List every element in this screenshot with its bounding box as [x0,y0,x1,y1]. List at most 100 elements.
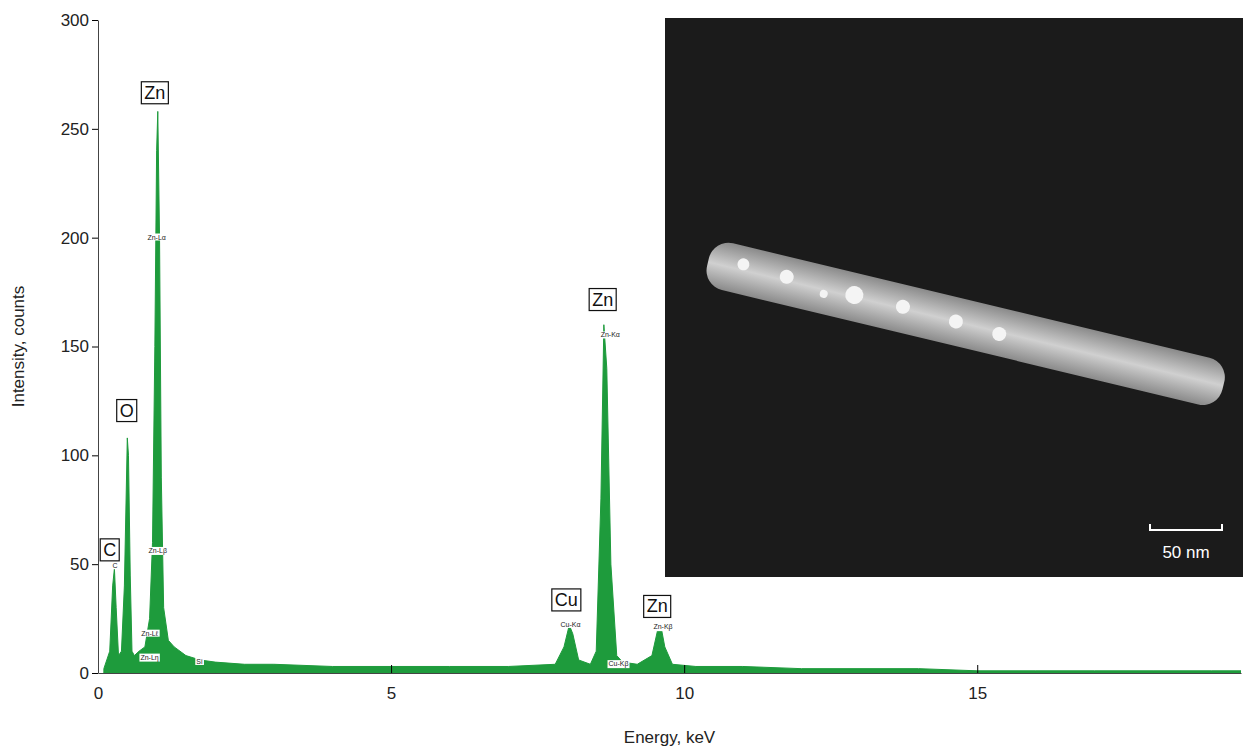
y-tick-mark [92,455,98,456]
nanoparticle [843,284,865,306]
peak-label: Zn-Lα [146,234,166,241]
peak-label-background [195,658,204,665]
y-tick-mark [92,673,98,674]
peak-label-text: Zn-Kβ [653,623,672,631]
scale-bar [1150,524,1222,530]
peak-label-background [559,621,581,628]
peak-label-background [608,660,630,668]
scale-bar-label: 50 nm [1162,543,1209,562]
chart: 50 nm051015050100150200250300Energy, keV… [0,0,1245,753]
peak-label: Zn-Lβ [148,547,168,555]
element-label-box [589,289,616,311]
peak-label: C [111,562,118,569]
peak-label-background [139,654,159,662]
y-tick: 250 [61,120,98,139]
y-tick: 150 [61,337,98,356]
peak-label-text: Zn-Kα [601,331,620,338]
x-axis-title: Energy, keV [624,728,716,747]
element-label: C [100,539,119,561]
x-tick: 10 [675,665,694,703]
x-tick-label: 0 [94,684,103,703]
y-axis-title: Intensity, counts [9,286,28,408]
y-tick-mark [92,129,98,130]
peak-label-text: Si [196,658,203,665]
y-tick-label: 0 [80,664,89,683]
nanoparticle [736,257,750,271]
x-axis-line [99,673,1242,674]
y-tick-mark [92,347,98,348]
element-label-text: Zn [144,83,165,103]
y-tick-label: 200 [61,229,89,248]
peak-label: Zn-Lℓ [140,630,159,637]
y-tick: 50 [70,555,98,574]
peak-label-background [148,547,168,555]
y-tick: 100 [61,446,98,465]
peak-label: Zn-Kα [600,331,621,338]
x-tick-label: 10 [675,684,694,703]
peak-label-background [600,331,621,338]
nanoparticle [778,268,795,285]
peak-label-text: Cu-Kβ [609,660,629,668]
inset-image: 50 nm [665,18,1243,577]
annotations: Zn O C Zn Cu Zn [100,82,670,618]
peak-label: Zn-Lη [139,654,159,662]
element-label: Zn [644,595,671,617]
nanoparticle [819,289,829,299]
element-label: Cu [552,589,581,611]
y-tick-label: 300 [61,11,89,30]
y-tick-label: 250 [61,120,89,139]
y-tick: 300 [61,11,98,30]
nanorod-body [702,239,1229,409]
y-axis: 0 50 100 150 200 250 300 [61,11,99,683]
peak-label: Cu-Kα [559,621,581,628]
x-tick: 15 [968,665,987,703]
element-label-box [117,400,137,422]
y-tick-label: 100 [61,446,89,465]
y-axis-line [98,21,99,674]
element-label-text: Zn [592,290,613,310]
peak-label-background [652,623,673,631]
element-label-text: O [120,401,134,421]
peak-label-background [140,630,159,637]
peak-label-text: Zn-Lℓ [141,630,158,637]
peak-label-text: Zn-Lβ [149,547,167,555]
element-label-box [141,82,168,104]
peak-labels: Zn-Lα Zn-Lβ Zn-Kα Cu-Kα Zn-Kβ Cu-Kβ Zn-Lℓ Zn-Lη… [111,234,673,669]
element-label-box [644,595,671,617]
peak-label-background [146,234,166,241]
nanoparticle [895,298,912,315]
peak-label-text: Zn-Lα [147,234,165,241]
nanoparticle [991,326,1008,343]
y-tick: 200 [61,229,98,248]
peak-label-text: Cu-Kα [560,621,580,628]
y-tick-mark [92,564,98,565]
peak-label: Cu-Kβ [608,660,630,668]
y-tick-label: 150 [61,337,89,356]
x-tick-label: 15 [968,684,987,703]
nanorod [702,239,1229,409]
x-tick-label: 5 [387,684,396,703]
y-tick-label: 50 [70,555,89,574]
y-tick: 0 [80,664,98,683]
x-tick-mark [391,665,392,673]
element-label-text: Cu [555,590,578,610]
element-label: O [117,400,137,422]
element-label: Zn [589,289,616,311]
y-tick-mark [92,238,98,239]
inset-background [665,18,1243,577]
x-tick-mark [684,665,685,673]
peak-label-background [111,562,118,569]
element-label-text: C [103,540,116,560]
element-label: Zn [141,82,168,104]
peak-label-text: C [112,562,117,569]
x-axis: 0 5 10 15 [94,665,1242,703]
x-tick-mark [977,665,978,673]
element-label-box [552,589,581,611]
element-label-box [100,539,119,561]
element-label-text: Zn [647,596,668,616]
peak-label-text: Zn-Lη [140,654,158,662]
peak-label: Si [195,658,204,665]
y-tick-mark [92,20,98,21]
nanoparticle [948,313,965,330]
x-tick: 5 [387,665,396,703]
